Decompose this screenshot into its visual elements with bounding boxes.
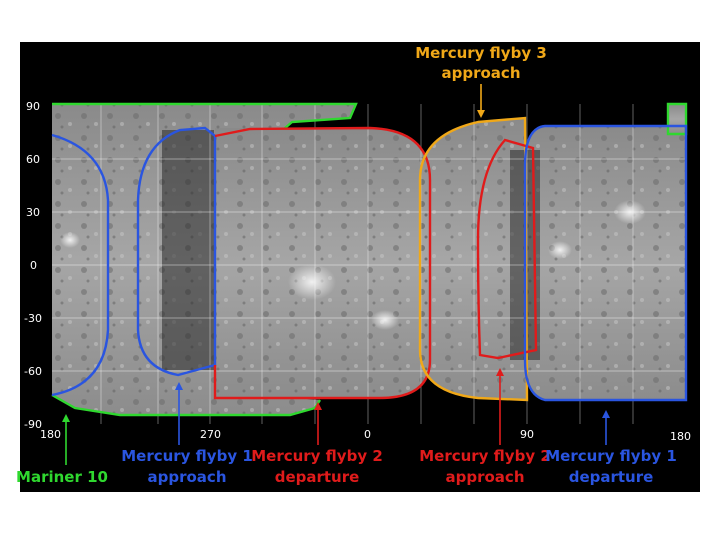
mariner10-caption: Mariner 10	[16, 468, 108, 486]
coverage-outlines	[51, 102, 688, 417]
flyby2-departure-caption-line2: departure	[275, 468, 360, 486]
lon-label-180-left: 180	[40, 428, 61, 441]
lon-label-90: 90	[520, 428, 534, 441]
surface-imagery	[52, 104, 686, 415]
flyby1-departure-caption-line1: Mercury flyby 1	[545, 447, 677, 465]
lat-label-minus30: -30	[24, 312, 42, 325]
lat-label-90: 90	[26, 100, 40, 113]
latitude-labels: 90 60 30 0 -30 -60 -90	[24, 100, 42, 431]
lat-label-minus60: -60	[24, 365, 42, 378]
captions: Mercury flyby 3 approach Mariner 10 Merc…	[16, 44, 677, 486]
flyby1-approach-caption-line2: approach	[148, 468, 227, 486]
flyby2-approach-outline	[476, 138, 538, 360]
longitude-labels: 180 270 0 90 180	[40, 428, 691, 443]
lon-label-180-right: 180	[670, 430, 691, 443]
pointer-arrows	[62, 84, 610, 465]
bright-crater-5	[60, 232, 80, 248]
lat-label-0: 0	[30, 259, 37, 272]
flyby3-arrow-head	[477, 110, 485, 118]
flyby2-departure-caption-line1: Mercury flyby 2	[251, 447, 383, 465]
mariner10-outline-top	[52, 102, 358, 129]
flyby2-approach-caption-line1: Mercury flyby 2	[419, 447, 551, 465]
flyby2-departure-arrow-head	[314, 402, 322, 410]
flyby1-departure-outline-left	[51, 133, 110, 397]
flyby3-approach-outline	[418, 116, 529, 402]
flyby2-departure-outline	[213, 126, 432, 400]
bright-crater-2	[371, 310, 399, 330]
flyby2-approach-arrow-head	[496, 368, 504, 376]
flyby1-departure-caption-line2: departure	[569, 468, 654, 486]
flyby3-caption-line2: approach	[442, 64, 521, 82]
lon-label-270: 270	[200, 428, 221, 441]
lon-label-0: 0	[364, 428, 371, 441]
bright-crater-1	[288, 264, 336, 300]
mariner10-arrow-head	[62, 414, 70, 422]
lat-label-60: 60	[26, 153, 40, 166]
flyby1-approach-arrow-head	[175, 382, 183, 390]
flyby1-approach-caption-line1: Mercury flyby 1	[121, 447, 253, 465]
flyby2-approach-caption-line2: approach	[446, 468, 525, 486]
flyby1-departure-outline-right	[523, 124, 688, 402]
lat-label-30: 30	[26, 206, 40, 219]
flyby1-departure-arrow-head	[602, 410, 610, 418]
lat-label-minus90: -90	[24, 418, 42, 431]
bright-crater-4	[548, 241, 572, 259]
flyby3-caption-line1: Mercury flyby 3	[415, 44, 547, 62]
shadow-strip-1	[162, 130, 214, 370]
flyby1-approach-outline	[136, 126, 217, 377]
